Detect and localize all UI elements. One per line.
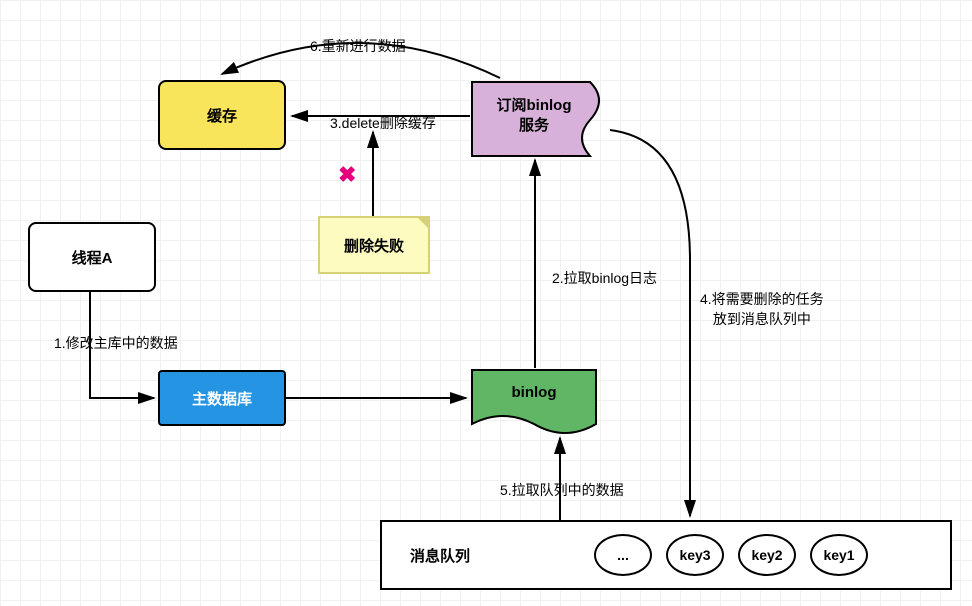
binlog-node: [470, 368, 598, 444]
edge-4-label: 4.将需要删除的任务 放到消息队列中: [700, 290, 824, 329]
queue-item: key2: [738, 534, 796, 576]
thread-a-node: 线程A: [28, 222, 156, 292]
cross-icon: ✖: [338, 162, 356, 188]
main-db-label: 主数据库: [192, 388, 252, 409]
queue-label: 消息队列: [410, 545, 470, 566]
binlog-label: binlog: [470, 384, 598, 401]
edge-6-label: 6.重新进行数据: [310, 36, 406, 56]
queue-item: key1: [810, 534, 868, 576]
subscriber-label: 订阅binlog 服务: [474, 96, 594, 135]
thread-a-label: 线程A: [72, 247, 113, 268]
note-fold-icon: [416, 216, 430, 230]
delete-fail-note: 删除失败: [318, 216, 430, 274]
delete-fail-label: 删除失败: [344, 235, 404, 256]
message-queue-node: 消息队列 ... key3 key2 key1: [380, 520, 952, 590]
queue-item: key3: [666, 534, 724, 576]
main-db-node: 主数据库: [158, 370, 286, 426]
cache-label: 缓存: [207, 105, 237, 126]
cache-node: 缓存: [158, 80, 286, 150]
edge-3-label: 3.delete删除缓存: [330, 113, 436, 133]
edge-5-label: 5.拉取队列中的数据: [500, 480, 624, 500]
edge-2-label: 2.拉取binlog日志: [552, 268, 657, 288]
queue-item: ...: [594, 534, 652, 576]
edge-1-label: 1.修改主库中的数据: [54, 333, 178, 353]
